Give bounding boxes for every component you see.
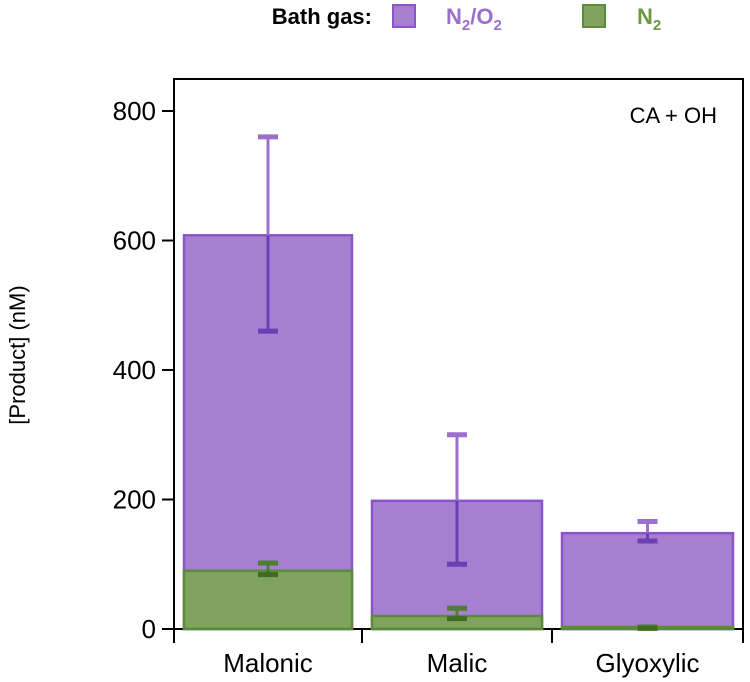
bars-layer bbox=[182, 234, 735, 631]
y-tick-label-400: 400 bbox=[113, 355, 156, 385]
bar-n2-malonic bbox=[182, 569, 354, 631]
legend-label-n2: N2 bbox=[637, 4, 661, 34]
error-bars-layer bbox=[258, 134, 658, 631]
legend: Bath gas: N2/O2 N2 bbox=[272, 4, 661, 34]
x-tick-label-glyoxylic: Glyoxylic bbox=[595, 648, 699, 678]
legend-label-n2-o2: N2/O2 bbox=[446, 4, 502, 34]
legend-swatch-n2-o2 bbox=[392, 4, 416, 28]
bar-n2-o2-glyoxylic bbox=[560, 531, 735, 631]
y-axis-label: [Product] (nM) bbox=[5, 285, 30, 424]
y-tick-label-600: 600 bbox=[113, 226, 156, 256]
annotation-label: CA + OH bbox=[630, 103, 717, 128]
legend-title: Bath gas: bbox=[272, 4, 372, 29]
x-axis: Malonic Malic Glyoxylic bbox=[173, 629, 744, 678]
legend-swatch-n2 bbox=[582, 4, 606, 28]
x-tick-label-malonic: Malonic bbox=[223, 648, 313, 678]
y-axis: 0 200 400 600 800 bbox=[113, 96, 174, 644]
y-tick-label-0: 0 bbox=[142, 614, 156, 644]
y-tick-label-800: 800 bbox=[113, 96, 156, 126]
y-tick-label-200: 200 bbox=[113, 485, 156, 515]
x-tick-label-malic: Malic bbox=[427, 648, 488, 678]
